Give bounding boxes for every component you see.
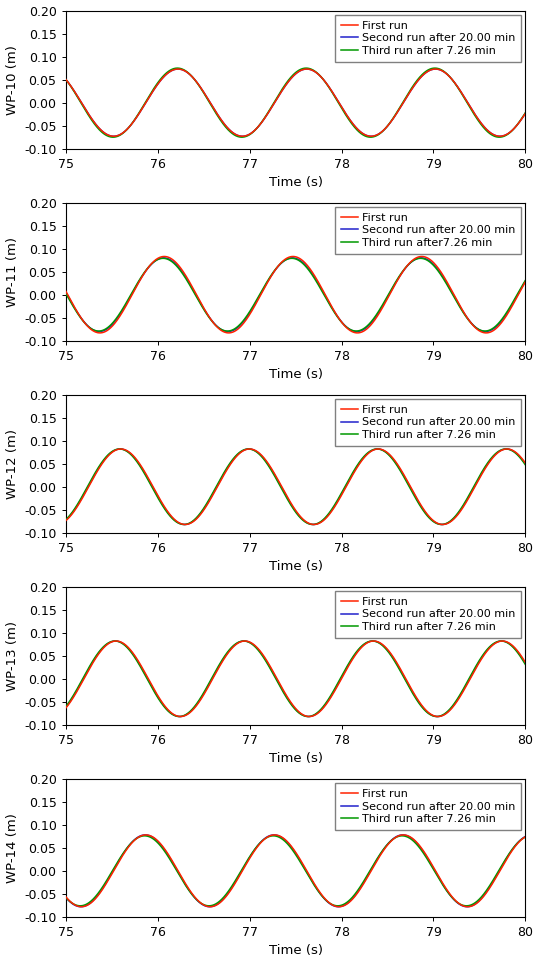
Legend: First run, Second run after 20.00 min, Third run after 7.26 min: First run, Second run after 20.00 min, T… — [335, 15, 521, 62]
Legend: First run, Second run after 20.00 min, Third run after7.26 min: First run, Second run after 20.00 min, T… — [335, 207, 521, 253]
X-axis label: Time (s): Time (s) — [268, 176, 322, 190]
Y-axis label: WP-10 (m): WP-10 (m) — [5, 44, 18, 115]
Y-axis label: WP-13 (m): WP-13 (m) — [5, 621, 18, 690]
Legend: First run, Second run after 20.00 min, Third run after 7.26 min: First run, Second run after 20.00 min, T… — [335, 591, 521, 638]
X-axis label: Time (s): Time (s) — [268, 560, 322, 573]
Y-axis label: WP-11 (m): WP-11 (m) — [5, 237, 18, 306]
Legend: First run, Second run after 20.00 min, Third run after 7.26 min: First run, Second run after 20.00 min, T… — [335, 399, 521, 446]
Legend: First run, Second run after 20.00 min, Third run after 7.26 min: First run, Second run after 20.00 min, T… — [335, 783, 521, 830]
X-axis label: Time (s): Time (s) — [268, 752, 322, 766]
X-axis label: Time (s): Time (s) — [268, 945, 322, 957]
Y-axis label: WP-12 (m): WP-12 (m) — [5, 429, 18, 499]
X-axis label: Time (s): Time (s) — [268, 368, 322, 381]
Y-axis label: WP-14 (m): WP-14 (m) — [5, 813, 18, 883]
